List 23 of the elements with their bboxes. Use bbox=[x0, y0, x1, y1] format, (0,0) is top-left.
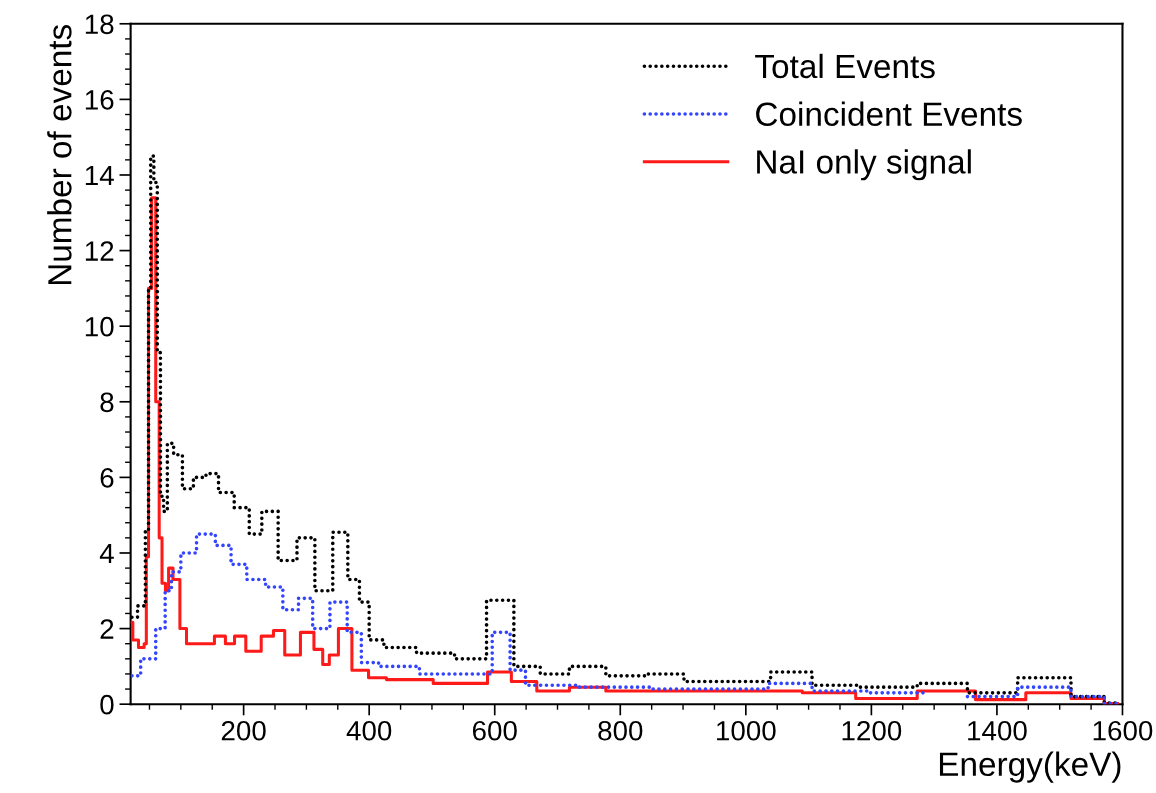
y-tick-label: 14 bbox=[85, 165, 114, 186]
y-tick-label: 4 bbox=[99, 543, 114, 564]
y-tick-label: 18 bbox=[85, 14, 114, 35]
x-tick-label: 1400 bbox=[968, 720, 1027, 741]
y-tick-label: 16 bbox=[85, 90, 114, 110]
y-axis-title: Number of events bbox=[47, 24, 72, 285]
x-tick-label: 200 bbox=[221, 720, 266, 741]
y-tick-label: 12 bbox=[85, 241, 114, 261]
y-tick-label: 8 bbox=[100, 392, 114, 413]
y-tick-label: 2 bbox=[100, 619, 114, 639]
legend-label: Total Events bbox=[755, 53, 935, 79]
x-tick-label: 800 bbox=[598, 720, 643, 741]
x-tick-label: 1600 bbox=[1093, 720, 1153, 741]
y-tick-label: 0 bbox=[100, 694, 114, 715]
legend-label: NaI only signal bbox=[757, 149, 971, 181]
x-tick-label: 400 bbox=[346, 720, 392, 741]
x-axis-title: Energy(keV) bbox=[939, 751, 1121, 783]
y-tick-label: 6 bbox=[100, 468, 114, 488]
legend-label: Coincident Events bbox=[756, 101, 1022, 127]
x-tick-label: 1200 bbox=[842, 720, 902, 741]
y-tick-label: 10 bbox=[85, 316, 114, 337]
x-tick-label: 600 bbox=[472, 720, 517, 741]
x-tick-label: 1000 bbox=[717, 720, 776, 741]
